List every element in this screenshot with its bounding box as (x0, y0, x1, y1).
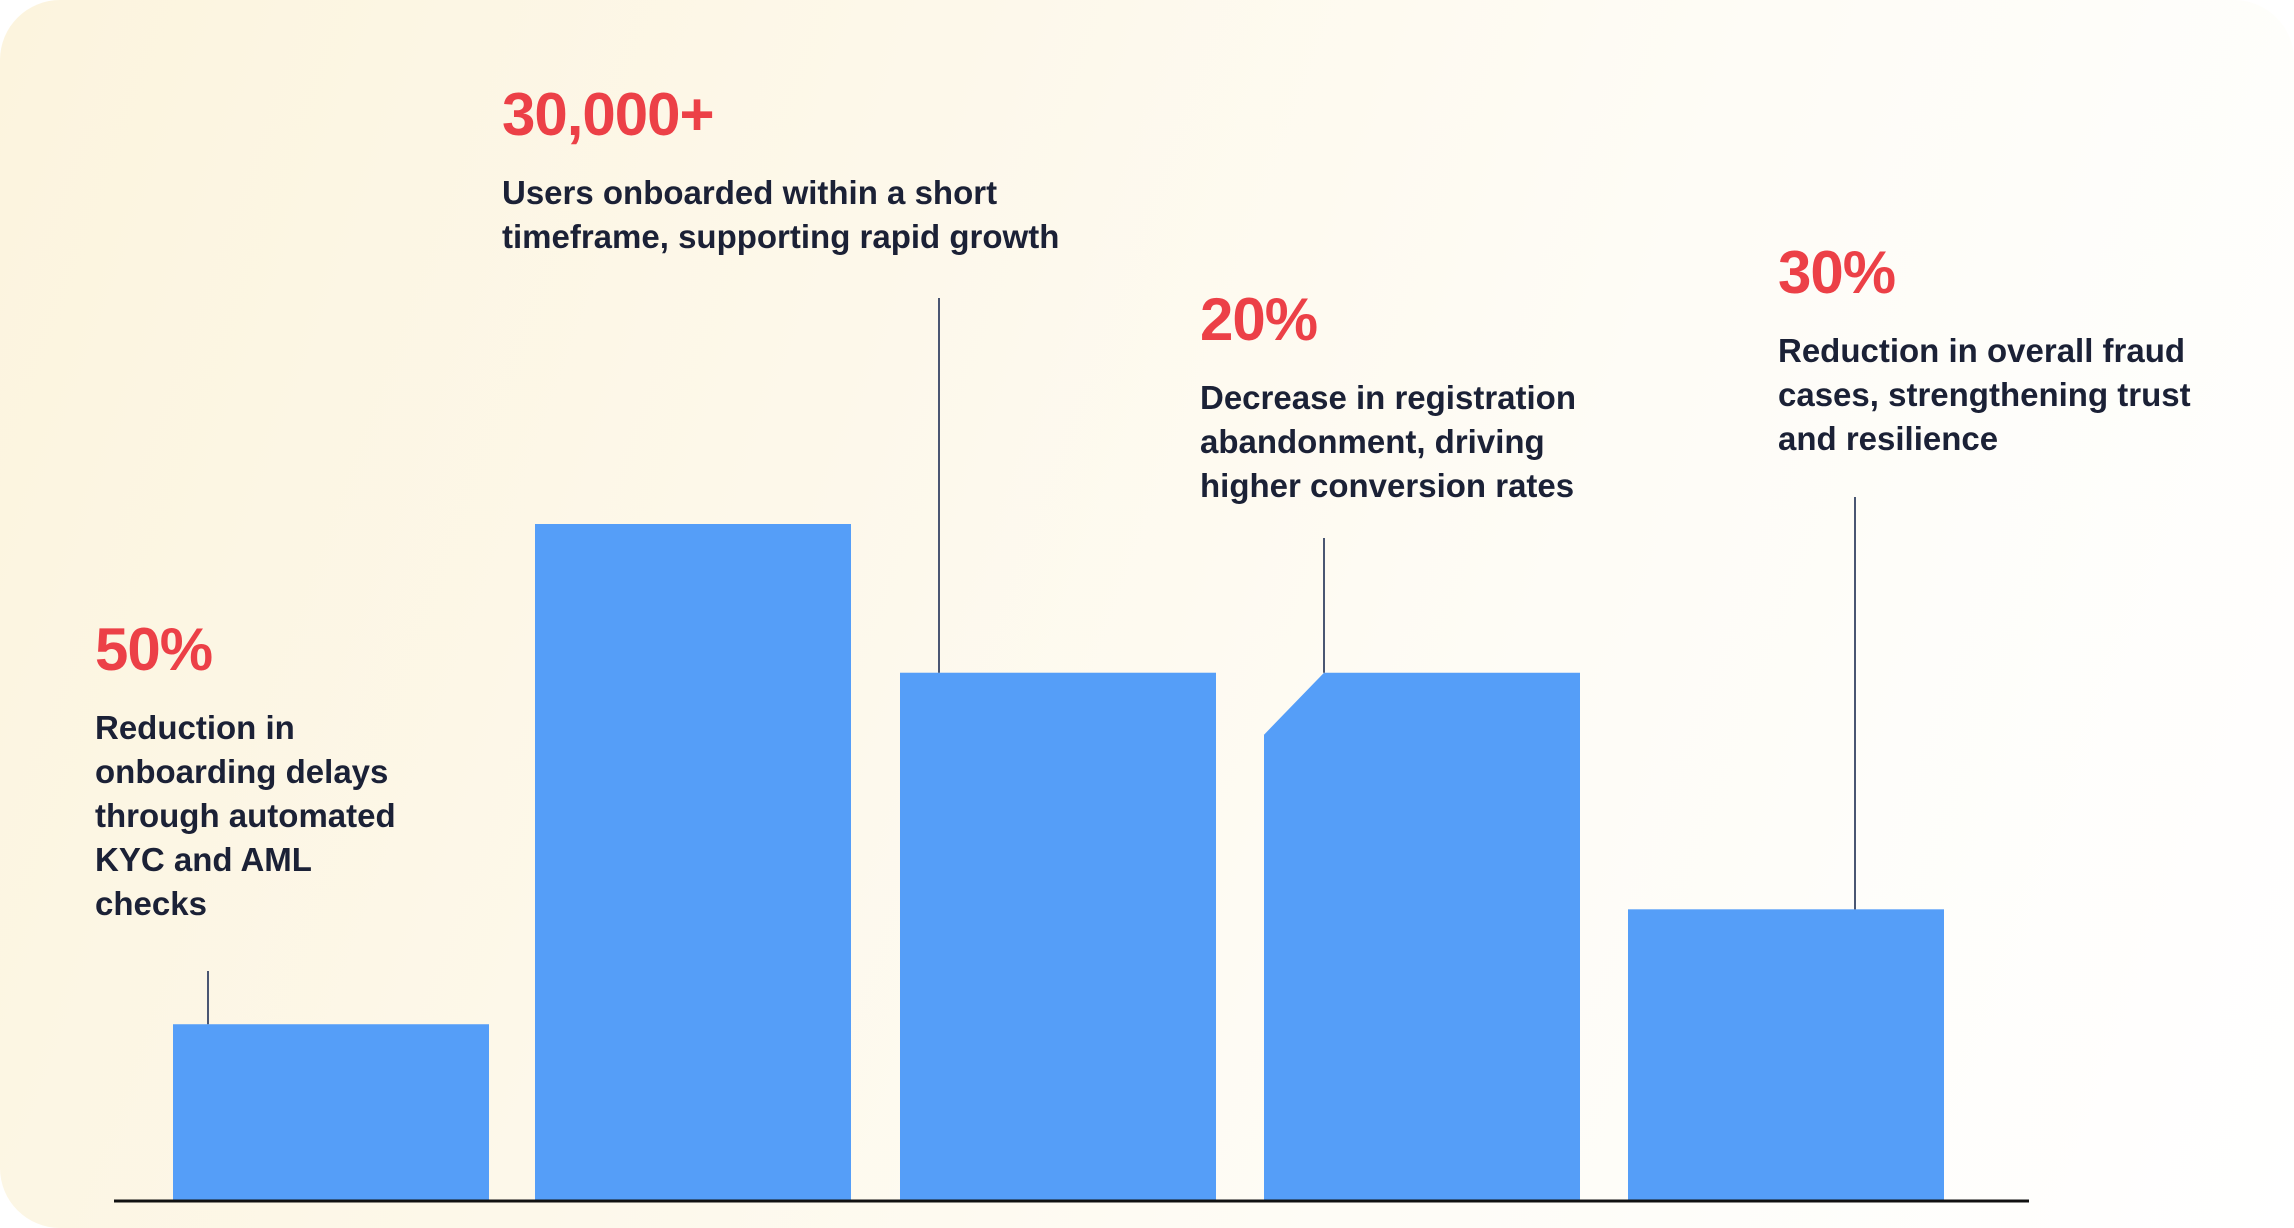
bar-4 (1264, 672, 1580, 1200)
stat-desc-line: onboarding delays (95, 753, 389, 790)
bar-1 (173, 1024, 489, 1200)
stat-onboarding-delays: 50% Reduction in onboarding delays throu… (95, 620, 396, 926)
stat-desc-line: Reduction in (95, 709, 295, 746)
stat-desc-line: KYC and AML (95, 841, 312, 878)
stat-desc-line: abandonment, driving (1200, 423, 1545, 460)
stat-desc-line: higher conversion rates (1200, 467, 1575, 504)
bar-3 (900, 672, 1216, 1200)
stat-desc-line: cases, strengthening trust (1778, 376, 2191, 413)
stat-value: 20% (1200, 286, 1318, 353)
stat-registration-abandonment: 20% Decrease in registration abandonment… (1200, 290, 1576, 508)
stat-desc-line: and resilience (1778, 420, 1999, 457)
stat-value: 50% (95, 616, 213, 683)
stat-desc-line: checks (95, 885, 207, 922)
bar-2 (535, 524, 851, 1200)
stat-desc-line: timeframe, supporting rapid growth (502, 218, 1060, 255)
stat-desc-line: through automated (95, 797, 396, 834)
stat-value: 30,000+ (502, 81, 715, 148)
stat-desc-line: Decrease in registration (1200, 379, 1576, 416)
stat-value: 30% (1778, 239, 1896, 306)
stat-desc-line: Users onboarded within a short (502, 174, 998, 211)
bar-5 (1628, 909, 1944, 1200)
stat-desc-line: Reduction in overall fraud (1778, 332, 2186, 369)
stat-fraud-reduction: 30% Reduction in overall fraud cases, st… (1778, 243, 2191, 461)
stat-users-onboarded: 30,000+ Users onboarded within a short t… (502, 85, 1059, 259)
